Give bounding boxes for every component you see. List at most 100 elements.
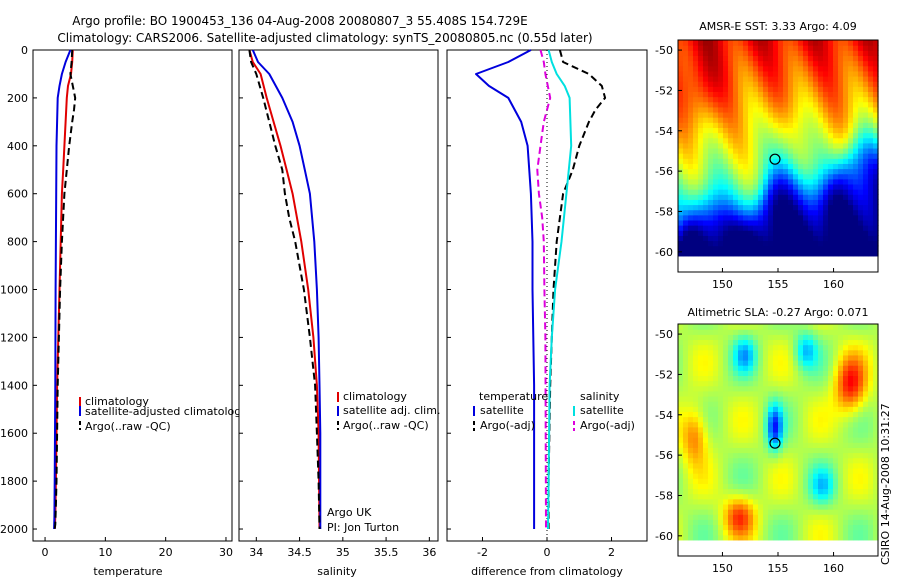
heatmap-cell xyxy=(808,70,814,77)
heatmap-cell xyxy=(823,452,829,459)
heatmap-cell xyxy=(863,189,869,195)
heatmap-cell xyxy=(768,81,774,87)
heatmap-cell xyxy=(848,431,854,438)
heatmap-cell xyxy=(683,339,689,346)
heatmap-cell xyxy=(858,86,864,92)
heatmap-cell xyxy=(858,117,864,123)
heatmap-cell xyxy=(718,488,724,495)
heatmap-cell xyxy=(853,117,859,123)
heatmap-cell xyxy=(843,370,849,376)
heatmap-cell xyxy=(818,142,824,149)
heatmap-cell xyxy=(788,514,794,520)
heatmap-cell xyxy=(833,359,839,366)
heatmap-cell xyxy=(768,230,774,236)
heatmap-cell xyxy=(843,183,849,190)
heatmap-cell xyxy=(833,416,839,423)
heatmap-cell xyxy=(838,514,844,520)
heatmap-cell xyxy=(743,534,749,541)
heatmap-cell xyxy=(713,101,719,108)
heatmap-cell xyxy=(678,529,684,536)
heatmap-cell xyxy=(748,473,754,479)
heatmap-cell xyxy=(773,478,779,484)
heatmap-cell xyxy=(873,334,879,341)
heatmap-cell xyxy=(733,96,739,103)
heatmap-cell xyxy=(778,437,784,443)
heatmap-cell xyxy=(728,163,734,170)
heatmap-cell xyxy=(803,395,809,402)
heatmap-cell xyxy=(683,498,689,505)
heatmap-cell xyxy=(678,173,684,180)
heatmap-cell xyxy=(713,514,719,520)
heatmap-cell xyxy=(808,101,814,108)
heatmap-cell xyxy=(768,214,774,221)
heatmap-cell xyxy=(678,65,684,72)
heatmap-cell xyxy=(843,230,849,236)
heatmap-cell xyxy=(843,406,849,412)
heatmap-cell xyxy=(693,339,699,346)
heatmap-cell xyxy=(863,55,869,62)
heatmap-cell xyxy=(678,359,684,366)
heatmap-cell xyxy=(843,204,849,211)
heatmap-cell xyxy=(718,127,724,134)
heatmap-cell xyxy=(733,498,739,505)
heatmap-cell xyxy=(793,365,799,371)
heatmap-cell xyxy=(828,493,834,500)
heatmap-cell xyxy=(768,401,774,407)
heatmap-cell xyxy=(778,70,784,77)
heatmap-cell xyxy=(843,467,849,474)
heatmap-cell xyxy=(808,117,814,123)
heatmap-cell xyxy=(738,240,744,247)
heatmap-cell xyxy=(728,168,734,175)
heatmap-cell xyxy=(693,122,699,128)
heatmap-cell xyxy=(683,401,689,407)
heatmap-cell xyxy=(848,70,854,77)
heatmap-cell xyxy=(778,81,784,87)
heatmap-cell xyxy=(708,437,714,443)
heatmap-cell xyxy=(703,426,709,433)
heatmap-cell xyxy=(708,483,714,490)
heatmap-cell xyxy=(773,55,779,62)
heatmap-cell xyxy=(818,75,824,82)
heatmap-cell xyxy=(803,111,809,118)
heatmap-cell xyxy=(738,488,744,495)
heatmap-cell xyxy=(843,178,849,185)
heatmap-cell xyxy=(833,349,839,356)
heatmap-cell xyxy=(868,96,874,103)
heatmap-cell xyxy=(843,86,849,92)
heatmap-cell xyxy=(798,401,804,407)
heatmap-cell xyxy=(773,147,779,154)
heatmap-cell xyxy=(803,385,809,392)
heatmap-cell xyxy=(818,60,824,67)
heatmap-cell xyxy=(728,375,734,382)
heatmap-cell xyxy=(688,101,694,108)
heatmap-cell xyxy=(843,421,849,428)
heatmap-cell xyxy=(838,483,844,490)
heatmap-cell xyxy=(748,142,754,149)
heatmap-cell xyxy=(763,91,769,98)
heatmap-cell xyxy=(683,354,689,361)
heatmap-cell xyxy=(678,339,684,346)
heatmap-cell xyxy=(873,132,879,139)
heatmap-cell xyxy=(738,324,744,330)
heatmap-cell xyxy=(803,219,809,226)
heatmap-cell xyxy=(798,519,804,526)
heatmap-cell xyxy=(683,370,689,376)
heatmap-cell xyxy=(788,219,794,226)
heatmap-cell xyxy=(783,509,789,515)
heatmap-cell xyxy=(783,101,789,108)
heatmap-cell xyxy=(843,194,849,200)
heatmap-cell xyxy=(748,204,754,211)
heatmap-cell xyxy=(688,245,694,252)
heatmap-cell xyxy=(713,483,719,490)
heatmap-cell xyxy=(783,359,789,366)
heatmap-cell xyxy=(748,147,754,154)
heatmap-cell xyxy=(818,380,824,387)
heatmap-cell xyxy=(813,81,819,87)
heatmap-cell xyxy=(813,45,819,51)
heatmap-cell xyxy=(793,70,799,77)
heatmap-cell xyxy=(733,349,739,356)
heatmap-cell xyxy=(758,431,764,438)
heatmap-cell xyxy=(823,81,829,87)
heatmap-cell xyxy=(713,411,719,418)
heatmap-cell xyxy=(733,142,739,149)
